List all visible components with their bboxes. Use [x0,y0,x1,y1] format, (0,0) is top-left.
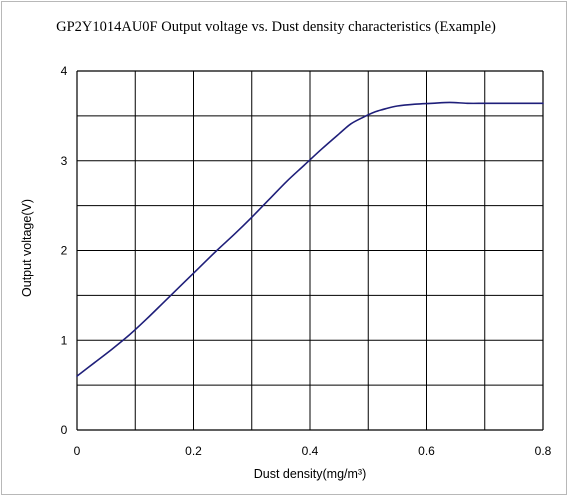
x-axis-label: Dust density(mg/m³) [254,467,367,481]
x-tick-label: 0.2 [185,444,202,458]
y-tick-label: 0 [61,423,68,437]
grid-lines [76,70,544,431]
y-tick-label: 2 [61,244,68,258]
y-tick-label: 3 [61,154,68,168]
y-tick-labels: 0 1 2 3 4 [61,64,68,437]
y-tick-label: 1 [61,333,68,347]
x-tick-label: 0.4 [302,444,319,458]
y-axis-label: Output voltage(V) [20,199,34,297]
x-tick-label: 0.6 [418,444,435,458]
series-line [76,101,544,377]
x-tick-labels: 0 0.2 0.4 0.6 0.8 [74,444,552,458]
x-tick-label: 0.8 [535,444,552,458]
chart-title: GP2Y1014AU0F Output voltage vs. Dust den… [56,19,496,35]
y-tick-label: 4 [61,64,68,78]
x-tick-label: 0 [74,444,81,458]
